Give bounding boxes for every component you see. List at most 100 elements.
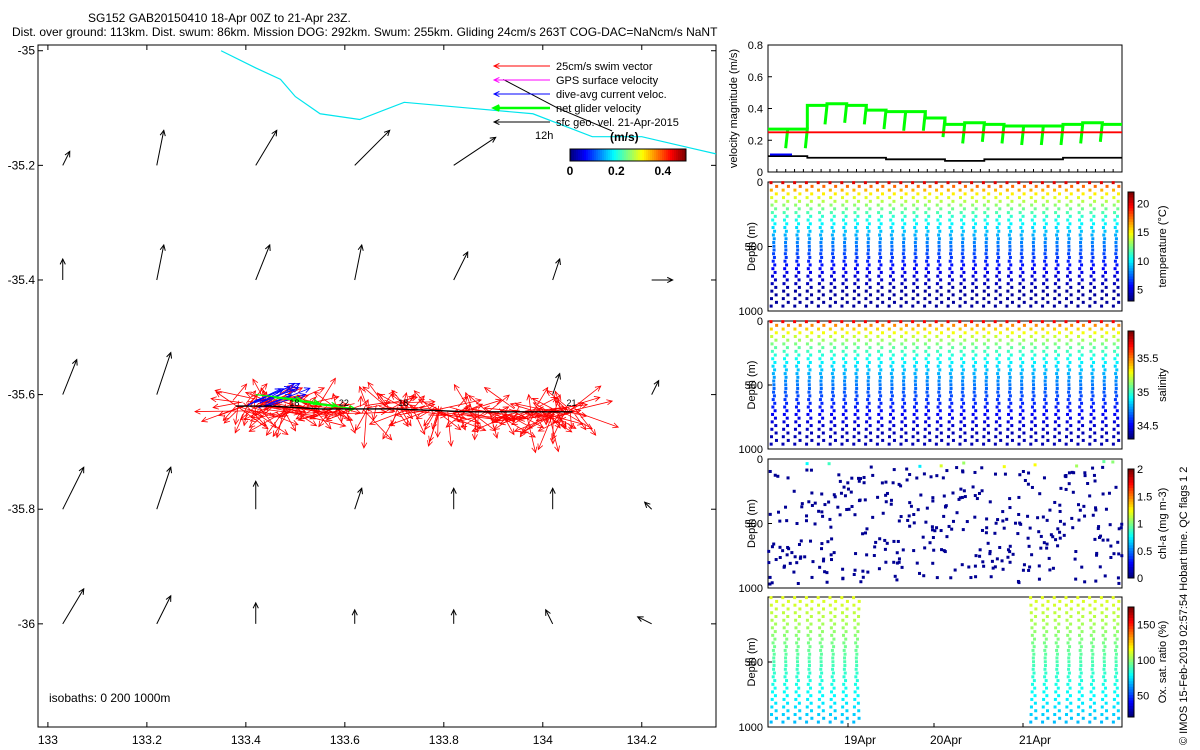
section-dot (972, 226, 976, 230)
swim-vector-shaft (447, 410, 452, 447)
section-dot (1041, 611, 1045, 615)
section-dot (795, 522, 799, 526)
section-dot (1031, 372, 1035, 376)
section-dot (997, 353, 1001, 357)
section-dot (926, 409, 930, 413)
section-dot (832, 353, 836, 357)
section-dot (1101, 465, 1105, 469)
section-dot (972, 233, 976, 237)
section-dot (1000, 559, 1004, 563)
section-dot (849, 490, 853, 494)
section-dot (961, 375, 965, 379)
section-dot (830, 226, 834, 230)
map-colorbar-cell (594, 149, 597, 161)
section-dot (902, 386, 906, 390)
section-dot (1078, 218, 1082, 222)
section-dot (971, 405, 975, 409)
section-dot (1034, 709, 1038, 713)
section-dot (1100, 297, 1104, 301)
section-dot (864, 289, 868, 293)
section-dot (831, 671, 835, 675)
section-dot (781, 334, 785, 338)
section-dot (903, 263, 907, 267)
section-dot (1080, 416, 1084, 420)
section-dot (1040, 181, 1044, 185)
section-dot (955, 511, 959, 515)
section-dot (1105, 599, 1109, 603)
section-dot (772, 394, 776, 398)
section-dot (974, 278, 978, 282)
section-dot (962, 416, 966, 420)
section-dot (774, 716, 778, 720)
section-dot (843, 244, 847, 248)
section-dot (1089, 690, 1093, 694)
section-dot (1001, 567, 1005, 571)
section-dot (888, 282, 892, 286)
section-dot (1111, 181, 1115, 185)
geo-vector-head (78, 466, 85, 474)
section-dot (925, 379, 929, 383)
section-dot (1079, 645, 1083, 649)
section-dot (805, 611, 809, 615)
section-dot (996, 244, 1000, 248)
section-dot (971, 349, 975, 353)
section-dot (903, 360, 907, 364)
section-dot (830, 690, 834, 694)
section-dot (903, 278, 907, 282)
section-dot (852, 196, 856, 200)
section-dot (806, 641, 810, 645)
section-dot (914, 375, 918, 379)
swim-vector-shaft (222, 406, 237, 421)
section-dot (1069, 431, 1073, 435)
section-dot (1065, 705, 1069, 709)
section-dot (806, 357, 810, 361)
section-dot (1088, 705, 1092, 709)
swim-vector-head (318, 420, 325, 428)
section-dot (844, 694, 848, 698)
section-dot (970, 427, 974, 431)
section-dot (1006, 435, 1010, 439)
section-dot (810, 331, 814, 335)
section-dot (819, 379, 823, 383)
section-colorbar-cell (1128, 376, 1134, 381)
geo-vector-shaft (156, 130, 165, 166)
section-dot (1020, 255, 1024, 259)
section-dot (891, 214, 895, 218)
section-colorbar-cell (1128, 213, 1134, 218)
section-dot (782, 618, 786, 622)
section-dot (1053, 435, 1057, 439)
swim-vector-shaft (363, 411, 387, 414)
section-dot (774, 192, 778, 196)
section-dot (1093, 607, 1097, 611)
section-dot (1102, 259, 1106, 263)
section-dot (962, 360, 966, 364)
section-dot (1045, 518, 1049, 522)
swim-vector-head (291, 420, 299, 426)
section-dot (1083, 471, 1087, 475)
section-dot (1010, 331, 1014, 335)
section-dot (912, 412, 916, 416)
section-dot (1079, 671, 1083, 675)
section-dot (1104, 507, 1108, 511)
section-dot (1092, 222, 1096, 226)
section-dot (1044, 652, 1048, 656)
section-dot (1102, 241, 1106, 245)
section-dot (981, 181, 985, 185)
section-dot (959, 211, 963, 215)
section-dot (868, 207, 872, 211)
section-dot (830, 682, 834, 686)
section-colorbar-cell (1128, 561, 1134, 565)
section-dot (1057, 285, 1061, 289)
section-dot (879, 409, 883, 413)
section-dot (877, 211, 881, 215)
section-dot (1079, 379, 1083, 383)
section-dot (1044, 255, 1048, 259)
section-dot (1009, 278, 1013, 282)
section-dot (1101, 211, 1105, 215)
section-dot (1090, 241, 1094, 245)
section-dot (1101, 492, 1105, 496)
section-dot (1054, 267, 1058, 271)
section-dot (947, 420, 951, 424)
section-dot (911, 427, 915, 431)
section-dot (805, 462, 809, 466)
